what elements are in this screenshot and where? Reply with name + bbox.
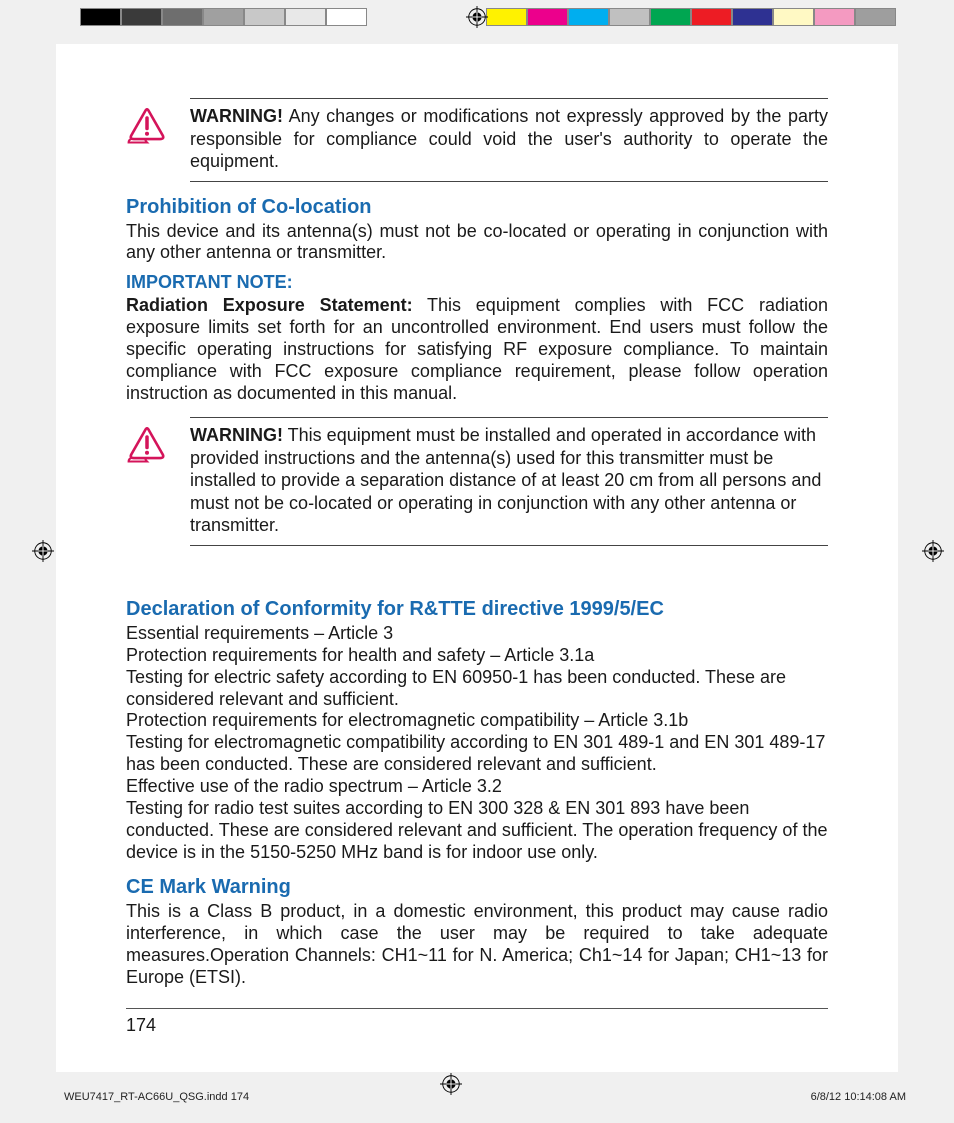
color-swatch bbox=[773, 8, 814, 26]
warning-label: WARNING! bbox=[190, 106, 283, 126]
print-slug: WEU7417_RT-AC66U_QSG.indd 174 6/8/12 10:… bbox=[64, 1091, 906, 1103]
warning-label: WARNING! bbox=[190, 425, 283, 445]
body-paragraph: Radiation Exposure Statement: This equip… bbox=[126, 295, 828, 405]
color-swatch bbox=[609, 8, 650, 26]
declaration-line: Protection requirements for electromagne… bbox=[126, 710, 828, 732]
color-swatch bbox=[121, 8, 162, 26]
color-swatch bbox=[162, 8, 203, 26]
color-swatch bbox=[855, 8, 896, 26]
color-swatch bbox=[527, 8, 568, 26]
warning-text: WARNING! This equipment must be installe… bbox=[190, 424, 828, 537]
color-swatch bbox=[244, 8, 285, 26]
color-swatch bbox=[568, 8, 609, 26]
declaration-list: Essential requirements – Article 3Protec… bbox=[126, 623, 828, 864]
color-swatch bbox=[326, 8, 367, 26]
warning-text: WARNING! Any changes or modifications no… bbox=[190, 105, 828, 173]
page-footer: 174 bbox=[126, 1008, 828, 1036]
section-title-ce: CE Mark Warning bbox=[126, 876, 828, 899]
color-swatch bbox=[650, 8, 691, 26]
color-swatch bbox=[486, 8, 527, 26]
warning-triangle-icon bbox=[126, 133, 168, 150]
warning-body: This equipment must be installed and ope… bbox=[190, 425, 821, 535]
warning-triangle-icon bbox=[126, 452, 168, 469]
section-title-colocation: Prohibition of Co-location bbox=[126, 196, 828, 219]
declaration-line: Effective use of the radio spectrum – Ar… bbox=[126, 776, 828, 798]
color-swatch bbox=[203, 8, 244, 26]
declaration-line: Protection requirements for health and s… bbox=[126, 645, 828, 667]
color-swatch bbox=[814, 8, 855, 26]
radiation-lead: Radiation Exposure Statement: bbox=[126, 295, 413, 315]
color-swatch bbox=[691, 8, 732, 26]
page-number: 174 bbox=[126, 1015, 156, 1035]
color-swatch bbox=[285, 8, 326, 26]
printer-colorbar-right bbox=[486, 8, 896, 26]
slug-filename: WEU7417_RT-AC66U_QSG.indd 174 bbox=[64, 1091, 249, 1103]
registration-mark-icon bbox=[466, 6, 488, 28]
warning-body: Any changes or modifications not express… bbox=[190, 106, 828, 171]
important-note-title: IMPORTANT NOTE: bbox=[126, 272, 828, 293]
declaration-line: Testing for electromagnetic compatibilit… bbox=[126, 732, 828, 776]
color-swatch bbox=[732, 8, 773, 26]
color-swatch bbox=[80, 8, 121, 26]
document-page: WARNING! Any changes or modifications no… bbox=[56, 44, 898, 1072]
declaration-line: Testing for radio test suites according … bbox=[126, 798, 828, 864]
warning-callout: WARNING! Any changes or modifications no… bbox=[126, 98, 828, 182]
registration-mark-icon bbox=[32, 540, 54, 562]
declaration-line: Essential requirements – Article 3 bbox=[126, 623, 828, 645]
printer-colorbar-left bbox=[80, 8, 367, 26]
declaration-line: Testing for electric safety according to… bbox=[126, 667, 828, 711]
section-title-declaration: Declaration of Conformity for R&TTE dire… bbox=[126, 598, 828, 621]
slug-timestamp: 6/8/12 10:14:08 AM bbox=[811, 1091, 906, 1103]
warning-callout: WARNING! This equipment must be installe… bbox=[126, 417, 828, 546]
body-paragraph: This is a Class B product, in a domestic… bbox=[126, 901, 828, 989]
registration-mark-icon bbox=[922, 540, 944, 562]
body-paragraph: This device and its antenna(s) must not … bbox=[126, 221, 828, 265]
